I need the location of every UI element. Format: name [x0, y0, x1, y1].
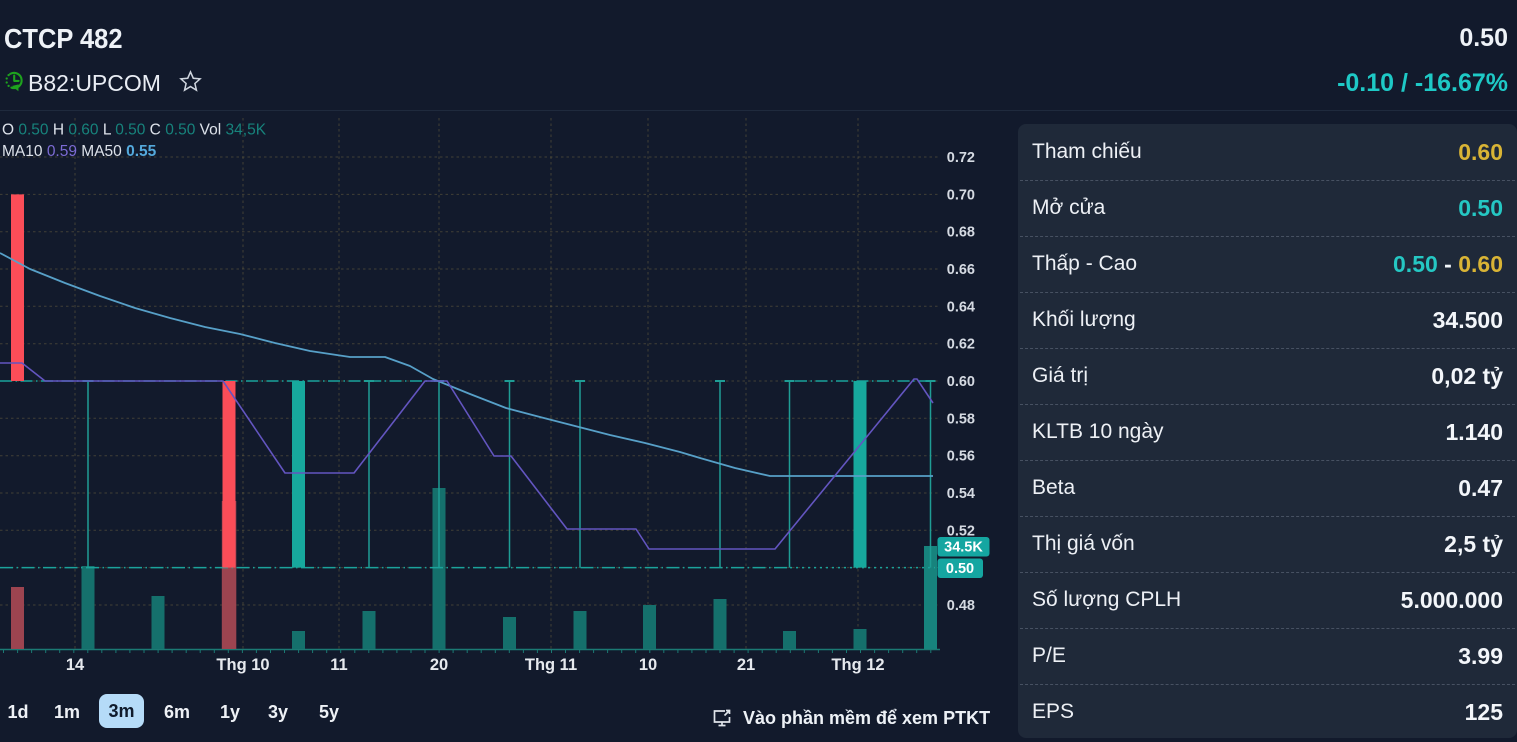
svg-text:Thg 12: Thg 12: [831, 656, 884, 674]
svg-text:Thg 10: Thg 10: [216, 656, 269, 674]
svg-text:11: 11: [330, 656, 347, 674]
svg-text:20: 20: [430, 656, 448, 674]
svg-text:MA10 0.59 MA50 0.55: MA10 0.59 MA50 0.55: [2, 143, 157, 160]
svg-text:0.58: 0.58: [947, 411, 975, 427]
svg-text:10: 10: [639, 656, 657, 674]
svg-text:34.5K: 34.5K: [944, 540, 983, 556]
svg-text:O 0.50 H 0.60 L 0.50 C 0.50 Vo: O 0.50 H 0.60 L 0.50 C 0.50 Vol 34,5K: [2, 122, 267, 139]
svg-text:0.72: 0.72: [947, 150, 975, 166]
svg-text:Thg 11: Thg 11: [525, 656, 577, 674]
svg-text:0.48: 0.48: [947, 598, 975, 614]
svg-text:14: 14: [66, 656, 85, 674]
svg-text:0.52: 0.52: [947, 523, 975, 539]
svg-text:0.64: 0.64: [947, 299, 975, 315]
svg-text:0.50: 0.50: [946, 561, 974, 577]
svg-text:0.66: 0.66: [947, 262, 975, 278]
svg-text:0.70: 0.70: [947, 187, 975, 203]
svg-text:0.56: 0.56: [947, 449, 975, 465]
svg-text:0.54: 0.54: [947, 486, 975, 502]
svg-text:21: 21: [737, 656, 755, 674]
svg-text:0.68: 0.68: [947, 225, 975, 241]
svg-text:0.60: 0.60: [947, 374, 975, 390]
svg-text:0.62: 0.62: [947, 337, 975, 353]
